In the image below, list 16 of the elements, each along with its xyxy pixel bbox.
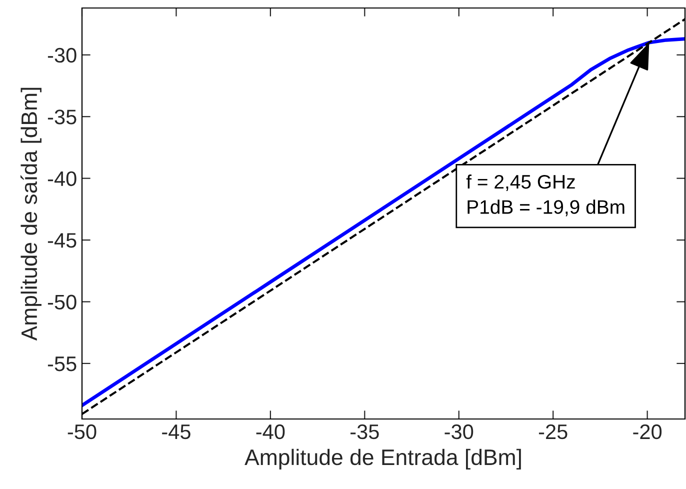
y-tick-label: -30 xyxy=(48,48,76,63)
x-tick-label: -35 xyxy=(350,424,379,440)
x-tick-label: -45 xyxy=(162,424,190,440)
y-tick-label: -35 xyxy=(48,110,76,124)
x-axis-title: Amplitude de Entrada [dBm] xyxy=(244,448,521,470)
annotation: f = 2,45 GHz P1dB = -19,9 dBm xyxy=(466,174,624,216)
x-tick-label: -40 xyxy=(256,424,285,440)
x-tick-label: -20 xyxy=(633,424,662,440)
x-tick-label: -25 xyxy=(538,424,568,440)
y-tick-label: -40 xyxy=(48,171,76,186)
y-tick-label: -45 xyxy=(48,233,76,248)
x-tick-label: -50 xyxy=(68,424,96,440)
y-axis-title: Amplitude de saída [dBm] xyxy=(20,88,42,341)
y-tick-label: -55 xyxy=(48,356,76,372)
y-tick-label: -50 xyxy=(48,294,76,310)
x-tick-label: -30 xyxy=(444,424,474,440)
